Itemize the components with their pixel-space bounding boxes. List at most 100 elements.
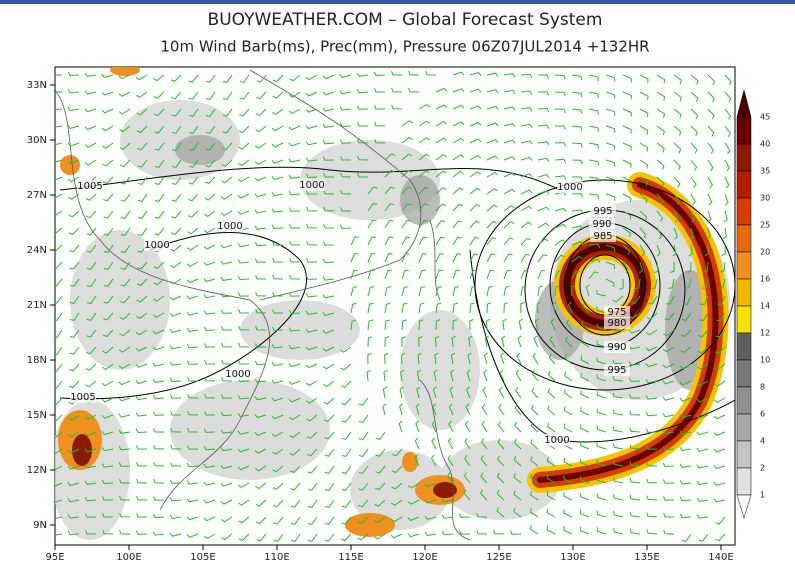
wind-barb bbox=[220, 309, 233, 314]
wind-barb bbox=[700, 295, 709, 305]
wind-barb bbox=[588, 108, 599, 115]
wind-barb bbox=[639, 91, 649, 101]
wind-barb bbox=[307, 448, 318, 457]
wind-barb bbox=[186, 327, 199, 332]
title: BUOYWEATHER.COM – Global Forecast System bbox=[208, 10, 603, 30]
isobar-label: 1000 bbox=[544, 435, 569, 446]
wind-barb bbox=[86, 346, 97, 355]
wind-barb bbox=[153, 278, 165, 286]
wind-barb bbox=[724, 74, 732, 86]
wind-barb bbox=[399, 386, 404, 399]
wind-barb bbox=[169, 361, 182, 366]
wind-barb bbox=[398, 420, 403, 433]
wind-barb bbox=[237, 430, 250, 435]
wind-barb bbox=[272, 291, 284, 297]
wind-barb bbox=[307, 465, 318, 474]
wind-barb bbox=[288, 414, 301, 421]
wind-barb bbox=[367, 319, 374, 331]
wind-barb bbox=[672, 244, 677, 257]
wind-barb bbox=[323, 397, 335, 405]
wind-barb bbox=[152, 394, 165, 400]
wind-barb bbox=[418, 203, 429, 212]
wind-barb bbox=[290, 533, 301, 542]
wind-barb bbox=[288, 309, 301, 315]
wind-barb bbox=[322, 276, 335, 281]
wind-barb bbox=[271, 361, 284, 367]
wind-barb bbox=[580, 458, 590, 467]
wind-barb bbox=[686, 261, 692, 273]
wind-barb bbox=[486, 155, 499, 161]
wind-barb bbox=[679, 513, 692, 519]
wind-barb bbox=[101, 463, 114, 468]
wind-barb bbox=[55, 108, 63, 111]
wind-barb bbox=[203, 428, 216, 433]
wind-barb bbox=[102, 329, 114, 338]
wind-barb bbox=[673, 142, 682, 154]
isobar-label-bg bbox=[604, 317, 630, 329]
wind-barb bbox=[357, 138, 369, 144]
wind-barb bbox=[154, 142, 165, 151]
wind-barb bbox=[718, 278, 726, 289]
wind-barb bbox=[554, 254, 565, 263]
wind-barb bbox=[452, 170, 464, 178]
wind-barb bbox=[520, 123, 533, 128]
wind-barb bbox=[646, 312, 658, 320]
wind-barb bbox=[407, 482, 420, 489]
wind-barb bbox=[639, 227, 647, 239]
colorbar-segment bbox=[736, 305, 752, 334]
wind-barb bbox=[724, 142, 731, 155]
wind-barb bbox=[69, 278, 80, 287]
wind-barb bbox=[254, 241, 267, 247]
wind-barb bbox=[482, 386, 488, 399]
wind-barb bbox=[605, 142, 616, 150]
wind-barb bbox=[153, 261, 165, 269]
wind-barb bbox=[680, 346, 692, 354]
wind-barb bbox=[418, 319, 424, 331]
wind-barb bbox=[119, 346, 131, 353]
wind-barb bbox=[306, 240, 318, 246]
wind-barb bbox=[452, 121, 465, 127]
colorbar-label: 16 bbox=[760, 275, 770, 284]
wind-barb bbox=[118, 74, 131, 80]
wind-barb bbox=[663, 496, 675, 501]
wind-barb bbox=[564, 371, 573, 382]
wind-barb bbox=[289, 224, 300, 229]
wind-barb bbox=[503, 106, 516, 111]
wind-barb bbox=[605, 125, 616, 133]
isobar-label: 1000 bbox=[225, 369, 250, 380]
wind-barb bbox=[340, 363, 352, 371]
wind-barb bbox=[186, 278, 199, 284]
wind-barb bbox=[374, 499, 386, 507]
wind-barb bbox=[435, 87, 448, 93]
wind-barb bbox=[153, 478, 165, 484]
wind-barb bbox=[220, 260, 233, 265]
wind-barb bbox=[119, 142, 131, 150]
wind-barb bbox=[580, 338, 590, 348]
wind-barb bbox=[400, 352, 406, 365]
wind-barb bbox=[503, 89, 516, 95]
wind-barb bbox=[305, 108, 318, 113]
wind-barb bbox=[384, 236, 394, 246]
wind-barb bbox=[289, 431, 301, 439]
wind-barb bbox=[271, 192, 284, 197]
wind-barb bbox=[418, 120, 431, 127]
wind-barb bbox=[322, 139, 335, 145]
wind-barb bbox=[186, 516, 199, 521]
wind-barb bbox=[596, 306, 607, 314]
wind-barb bbox=[537, 91, 550, 96]
wind-barb bbox=[340, 155, 352, 161]
wind-barb bbox=[452, 286, 460, 297]
wind-barb bbox=[273, 533, 284, 542]
wind-barb bbox=[619, 278, 624, 290]
wind-barb bbox=[537, 190, 550, 195]
wind-barb bbox=[255, 343, 267, 348]
wind-barb bbox=[537, 222, 550, 229]
wind-barb bbox=[367, 336, 373, 348]
wind-barb bbox=[221, 359, 233, 365]
wind-barb bbox=[547, 422, 556, 433]
wind-barb bbox=[254, 193, 267, 198]
wind-barb bbox=[204, 411, 215, 416]
wind-barb bbox=[571, 108, 583, 115]
wind-barb bbox=[496, 490, 505, 501]
wind-barb bbox=[580, 475, 590, 484]
